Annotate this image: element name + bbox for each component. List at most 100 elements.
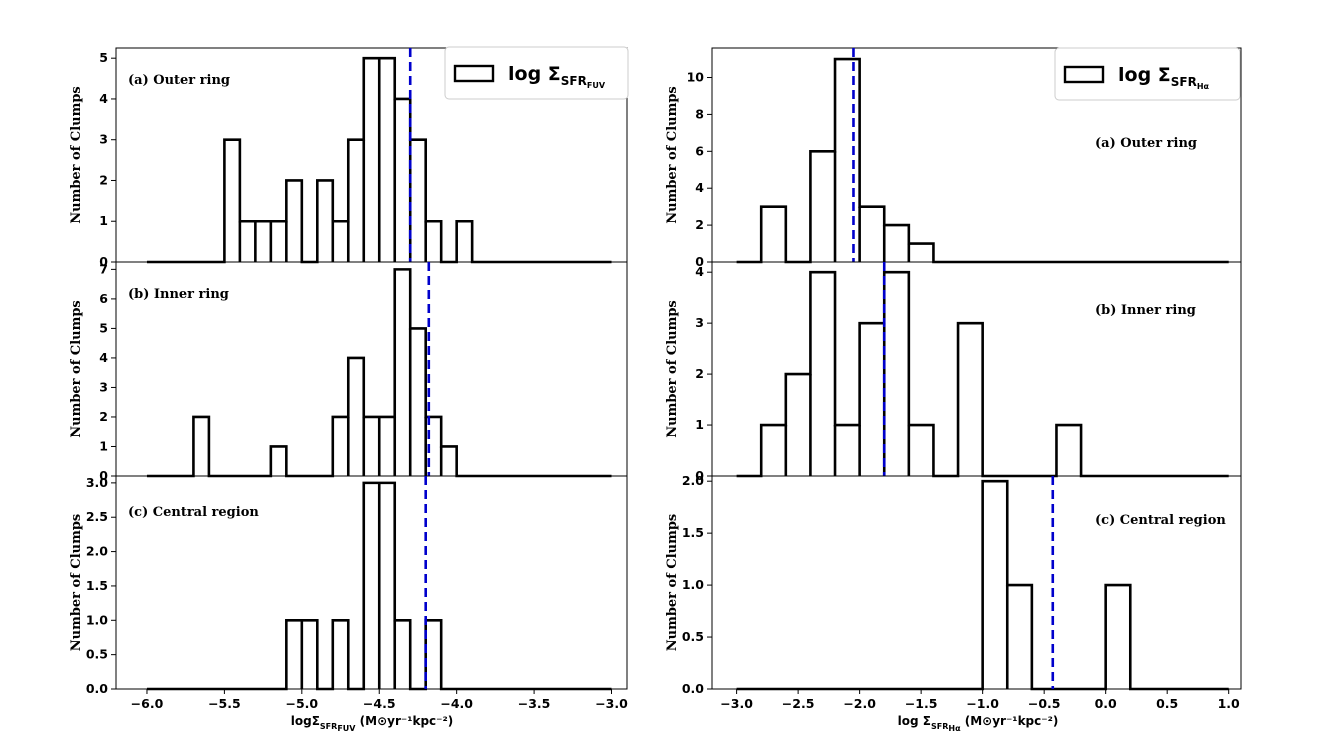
y-axis-label: Number of Clumps [665, 86, 680, 224]
y-tick-label: 1.5 [86, 578, 108, 593]
y-tick-label: 0.0 [86, 681, 108, 696]
y-tick-label: 7 [99, 261, 108, 276]
panel-label: (a) Outer ring [128, 73, 230, 88]
y-tick-label: 1 [99, 213, 108, 228]
y-tick-label: 3 [99, 379, 108, 394]
y-tick-label: 4 [695, 180, 704, 195]
chart-fuv: 0 1 2 3 4 5 Number of Clumps (a) Outer ring 0 1 2 3… [69, 46, 629, 733]
y-tick-label: 0.5 [86, 647, 108, 662]
legend-label-main: log Σ [1118, 64, 1171, 86]
y-tick-label: 3 [695, 315, 704, 330]
legend-label-sub: SFR [561, 74, 587, 88]
panel-label: (b) Inner ring [1095, 303, 1196, 318]
x-tick-label: −4.0 [440, 696, 473, 711]
y-tick-label: 5 [99, 320, 108, 335]
axes-frame [711, 475, 1242, 690]
x-axis-label-units: (M⊙yr⁻¹kpc⁻²) [355, 714, 453, 728]
y-tick-label: 0.0 [682, 681, 704, 696]
x-axis-label: logΣSFRFUV (M⊙yr⁻¹kpc⁻²) [291, 714, 453, 733]
y-tick-label: 4 [99, 91, 108, 106]
panel-label: (a) Outer ring [1095, 136, 1197, 151]
y-tick-label: 0.5 [682, 629, 704, 644]
legend: log ΣSFRHα [1054, 47, 1241, 101]
y-tick-label: 3.0 [86, 475, 108, 490]
legend-swatch [453, 64, 495, 83]
y-tick-label: 2.5 [86, 509, 108, 524]
x-tick-label: 1.0 [1218, 696, 1240, 711]
y-tick-label: 4 [99, 350, 108, 365]
legend-label-sub: SFR [1171, 75, 1197, 89]
chart-halpha: 0 2 4 6 8 10 Number of Clumps (a) Outer ring 0 1 2… [665, 47, 1242, 733]
y-tick-label: 0 [99, 254, 108, 269]
x-axis-label: log ΣSFRHα (M⊙yr⁻¹kpc⁻²) [898, 714, 1059, 733]
panel-label: (b) Inner ring [128, 287, 229, 302]
x-tick-label: −4.5 [363, 696, 396, 711]
y-tick-label: 0 [695, 254, 704, 269]
x-tick-label: −2.5 [782, 696, 815, 711]
y-tick-label: 4 [695, 264, 704, 279]
y-axis-label: Number of Clumps [69, 86, 84, 224]
y-tick-label: 8 [695, 106, 704, 121]
x-tick-label: −1.5 [905, 696, 938, 711]
y-axis-label: Number of Clumps [665, 514, 680, 652]
histogram-steps [736, 479, 1229, 691]
y-tick-label: 6 [695, 143, 704, 158]
legend-box [444, 46, 629, 100]
x-tick-label: 0.5 [1156, 696, 1178, 711]
y-axis-label: Number of Clumps [69, 514, 84, 652]
legend-label: log ΣSFRFUV [508, 63, 606, 90]
legend-label-subsub: Hα [1197, 82, 1210, 91]
panel-fuv-2: 0.0 0.5 1.0 1.5 2.0 2.5 3.0 Number of Clumps (c)… [69, 475, 628, 696]
x-axis-label-main: log Σ [898, 714, 931, 728]
y-tick-label: 1.0 [86, 612, 108, 627]
legend-label: log ΣSFRHα [1118, 64, 1210, 91]
x-tick-label: −3.0 [595, 696, 628, 711]
panel-fuv-1: 0 1 2 3 4 5 6 7 Number of Clumps (b) Inner ring [69, 261, 628, 483]
legend-label-subsub: FUV [587, 81, 606, 90]
panel-halpha-1: 0 1 2 3 4 Number of Clumps (b) Inner ring [665, 261, 1242, 483]
x-axis-label-subsub: FUV [337, 724, 356, 733]
legend-label-main: log Σ [508, 63, 561, 85]
x-tick-label: −5.5 [208, 696, 241, 711]
histogram-steps [146, 481, 612, 691]
y-axis-label: Number of Clumps [665, 300, 680, 438]
y-tick-label: 5 [99, 50, 108, 65]
y-tick-label: 1.5 [682, 525, 704, 540]
x-axis-label-subsub: Hα [948, 724, 961, 733]
x-tick-label: −0.5 [1028, 696, 1061, 711]
y-tick-label: 0 [695, 468, 704, 483]
y-tick-label: 2 [99, 409, 108, 424]
y-tick-label: 6 [99, 291, 108, 306]
y-tick-label: 3 [99, 132, 108, 147]
y-tick-label: 2 [99, 172, 108, 187]
x-tick-label: −3.0 [720, 696, 753, 711]
y-tick-label: 0 [99, 468, 108, 483]
x-tick-label: −1.0 [966, 696, 999, 711]
x-tick-label: 0.0 [1095, 696, 1117, 711]
y-tick-label: 2.0 [682, 473, 704, 488]
panel-label: (c) Central region [1095, 513, 1226, 528]
y-tick-label: 2 [695, 366, 704, 381]
y-tick-label: 1 [695, 417, 704, 432]
x-axis-label-sub: SFR [931, 722, 948, 731]
panel-label: (c) Central region [128, 505, 259, 520]
y-tick-label: 1.0 [682, 577, 704, 592]
axes-frame [115, 475, 628, 690]
x-tick-label: −2.0 [843, 696, 876, 711]
panel-halpha-2: 0.0 0.5 1.0 1.5 2.0 Number of Clumps (c) Centr… [665, 473, 1242, 696]
y-tick-label: 2 [695, 217, 704, 232]
y-tick-label: 1 [99, 438, 108, 453]
y-axis-label: Number of Clumps [69, 300, 84, 438]
legend-box [1054, 47, 1241, 101]
x-tick-label: −5.0 [286, 696, 319, 711]
x-axis-label-sub: SFR [320, 722, 337, 731]
x-tick-label: −3.5 [518, 696, 551, 711]
axes-frame [711, 261, 1242, 477]
x-axis-label-units: (M⊙yr⁻¹kpc⁻²) [961, 714, 1059, 728]
x-tick-label: −6.0 [131, 696, 164, 711]
x-axis-label-main: logΣ [291, 714, 320, 728]
y-tick-label: 10 [687, 70, 705, 85]
y-tick-label: 2.0 [86, 544, 108, 559]
legend: log ΣSFRFUV [444, 46, 629, 100]
